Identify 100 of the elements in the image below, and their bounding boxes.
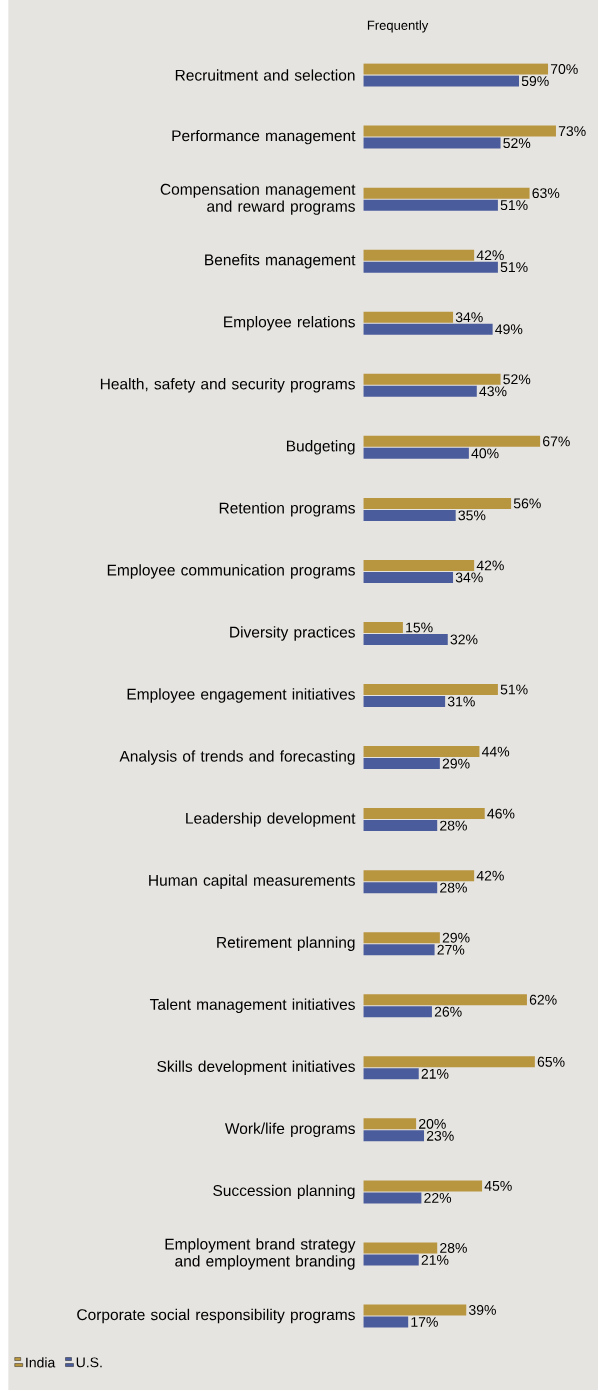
bar <box>363 820 438 832</box>
y-tick-label: Employee communication programs <box>107 564 355 579</box>
bar <box>363 633 448 645</box>
data-label: 62% <box>529 994 557 1005</box>
data-label: 43% <box>479 386 507 397</box>
data-label: 42% <box>476 560 504 571</box>
bar <box>363 373 501 385</box>
bar <box>363 249 474 261</box>
bar <box>363 758 440 770</box>
data-label: 42% <box>476 870 504 881</box>
data-label: 39% <box>468 1305 496 1315</box>
bar <box>363 75 519 87</box>
data-label: 45% <box>484 1180 512 1191</box>
y-tick-label: Skills development initiatives <box>157 1060 355 1076</box>
data-label: 49% <box>494 324 523 335</box>
data-label: 34% <box>455 572 483 583</box>
bar <box>363 311 453 323</box>
legend-label: India <box>26 1357 56 1368</box>
y-tick-label: Employment brand strategy and employment branding <box>165 1238 356 1270</box>
bar <box>363 684 498 696</box>
bar <box>363 323 493 335</box>
legend-label: U.S. <box>76 1357 102 1368</box>
bar <box>363 385 477 397</box>
y-tick-label: Budgeting <box>286 440 355 455</box>
data-label: 67% <box>542 436 570 447</box>
bar <box>363 137 501 149</box>
data-label: 40% <box>471 448 499 459</box>
data-label: 59% <box>521 76 549 87</box>
y-tick-label: Employee relations <box>223 316 355 331</box>
bar <box>363 199 498 211</box>
data-label: 29% <box>442 932 470 943</box>
data-label: 51% <box>500 262 528 273</box>
data-label: 29% <box>442 758 470 769</box>
data-label: 44% <box>481 746 509 757</box>
data-label: 28% <box>439 1242 467 1253</box>
bar <box>363 1118 416 1130</box>
bar <box>363 1192 422 1204</box>
data-label: 20% <box>418 1118 446 1129</box>
y-tick-label: Succession planning <box>213 1184 355 1200</box>
data-label: 28% <box>439 882 467 893</box>
bar <box>363 1304 467 1316</box>
data-label: 42% <box>476 250 504 261</box>
bar <box>363 1242 438 1254</box>
bar <box>363 1180 482 1192</box>
bar <box>363 870 474 882</box>
data-label: 63% <box>532 188 560 199</box>
data-label: 56% <box>513 498 541 509</box>
bar <box>363 944 435 956</box>
y-tick-label: Work/life programs <box>224 1122 355 1138</box>
data-label: 65% <box>537 1056 565 1067</box>
bar <box>363 571 453 583</box>
data-label: 35% <box>458 510 486 521</box>
data-label: 15% <box>406 622 433 633</box>
y-tick-label: Analysis of trends and forecasting <box>119 750 355 765</box>
data-label: 70% <box>550 64 578 75</box>
data-label: 51% <box>500 200 528 211</box>
y-tick-label: Retention programs <box>219 502 355 517</box>
bar <box>363 1316 409 1328</box>
bar <box>363 746 480 758</box>
y-tick-label: Corporate social responsibility programs <box>77 1308 355 1324</box>
bar <box>363 1006 432 1018</box>
bar <box>363 1068 419 1080</box>
bar <box>363 497 511 509</box>
bar <box>363 447 469 459</box>
bar <box>363 994 527 1006</box>
y-tick-label: Employee engagement initiatives <box>127 688 355 703</box>
chart-title: Frequently <box>367 20 429 33</box>
y-tick-label: Performance management <box>172 129 356 145</box>
bar <box>363 808 485 820</box>
data-label: 31% <box>447 696 475 707</box>
y-tick-label: Talent management initiatives <box>149 998 355 1013</box>
y-tick-label: Health, safety and security programs <box>100 378 355 393</box>
data-label: 21% <box>421 1068 449 1079</box>
bar <box>363 1254 419 1266</box>
y-tick-label: Recruitment and selection <box>175 69 355 81</box>
data-label: 28% <box>439 820 467 831</box>
bar <box>363 932 440 944</box>
y-tick-label: Human capital measurements <box>149 874 355 889</box>
data-label: 32% <box>450 634 478 645</box>
bar <box>363 125 556 137</box>
bar <box>363 559 474 571</box>
bar <box>363 1130 424 1142</box>
data-label: 26% <box>434 1006 462 1017</box>
bar <box>363 187 530 199</box>
data-label: 46% <box>487 808 515 819</box>
bar <box>363 1056 535 1068</box>
bar <box>363 696 445 708</box>
bar <box>363 261 498 273</box>
y-tick-label: Compensation management and reward programs <box>160 183 356 215</box>
bar <box>363 509 456 521</box>
data-label: 22% <box>424 1192 451 1203</box>
bar <box>363 882 438 894</box>
data-label: 21% <box>421 1255 449 1265</box>
data-label: 73% <box>558 126 586 137</box>
data-label: 34% <box>455 312 483 323</box>
bar <box>363 621 403 633</box>
data-label: 51% <box>500 684 528 695</box>
data-label: 27% <box>437 944 465 955</box>
data-label: 52% <box>503 374 531 385</box>
y-tick-label: Leadership development <box>186 812 356 827</box>
